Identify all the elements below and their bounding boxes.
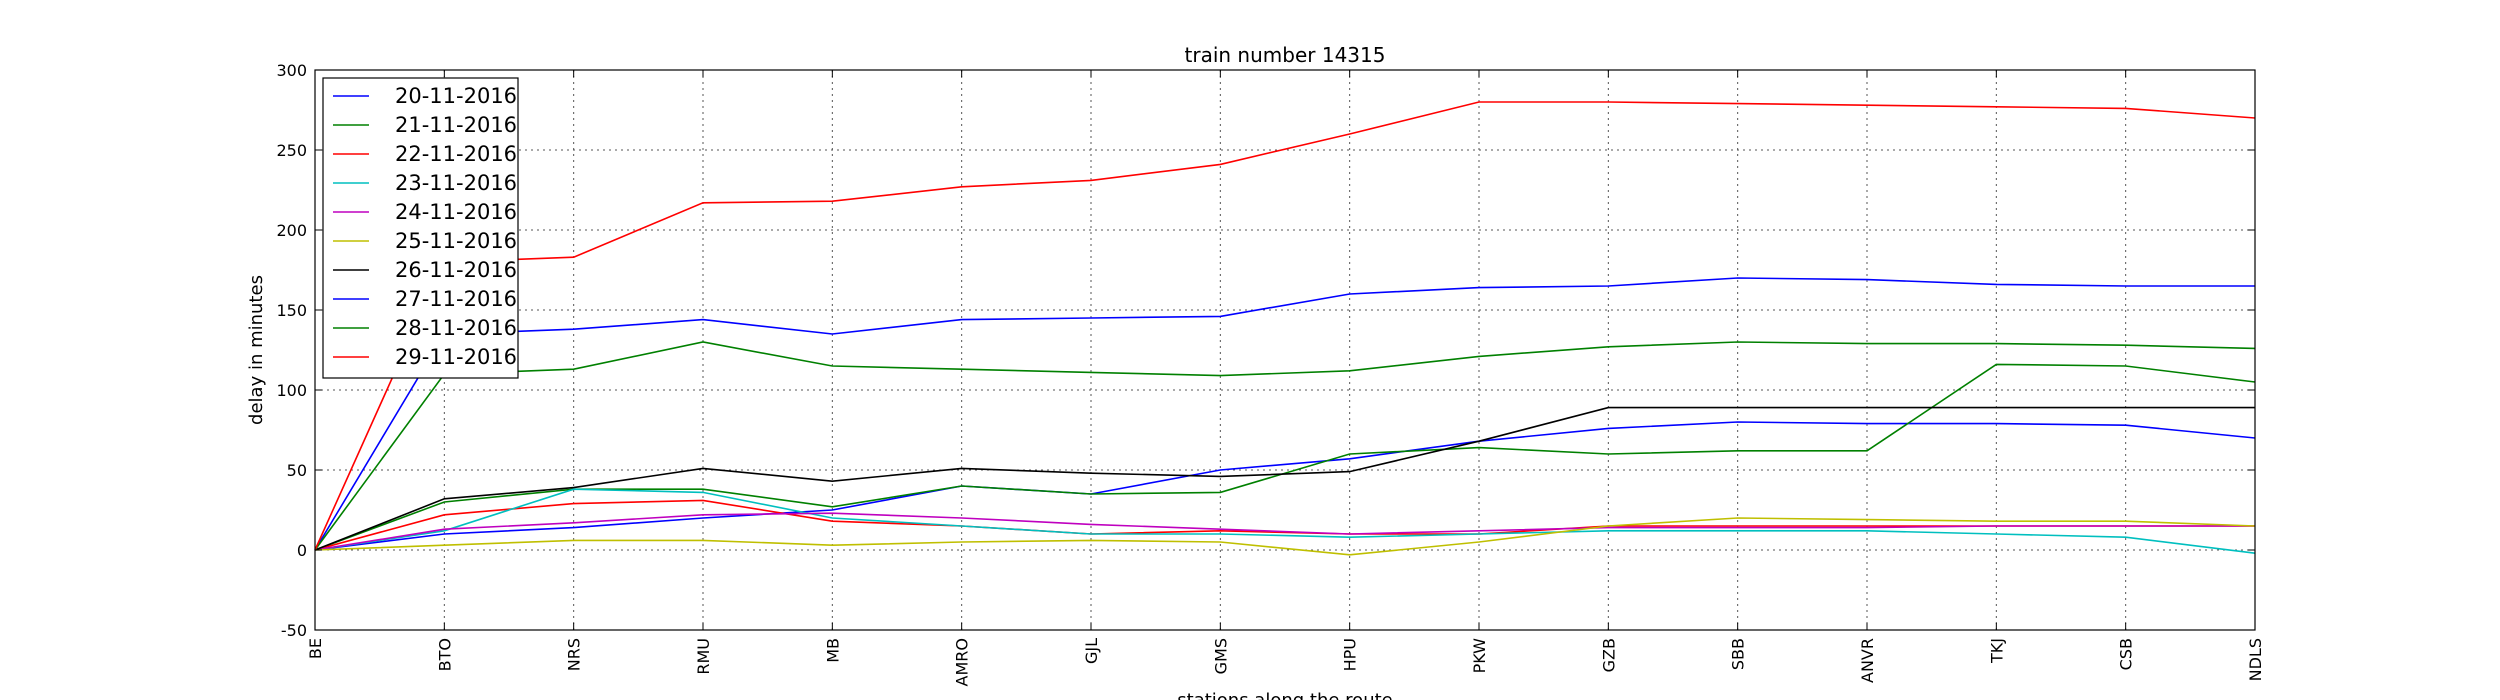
x-tick-label: RMU [694, 638, 713, 675]
x-tick-label: BTO [435, 638, 454, 671]
x-tick-label: NRS [565, 638, 584, 671]
x-tick-label: GMS [1211, 638, 1230, 674]
series-line-28-11-2016 [314, 341, 2256, 551]
x-tick-label: PKW [1470, 638, 1489, 674]
legend-label: 29-11-2016 [395, 345, 517, 369]
legend-label: 22-11-2016 [395, 142, 517, 166]
x-tick-label: BE [306, 638, 325, 659]
legend-label: 24-11-2016 [395, 200, 517, 224]
y-tick-label: 100 [276, 381, 307, 400]
grid [315, 70, 2255, 630]
y-tick-label: 200 [276, 221, 307, 240]
series-line-21-11-2016 [314, 363, 2256, 551]
y-tick-label: 150 [276, 301, 307, 320]
chart-title: train number 14315 [1185, 43, 1386, 67]
legend-label: 23-11-2016 [395, 171, 517, 195]
x-tick-label: CSB [2117, 638, 2136, 670]
y-axis: -50 0 50 100 150 200 250 300 [276, 61, 2255, 640]
series-line-20-11-2016 [314, 421, 2256, 551]
y-tick-label: 0 [297, 541, 307, 560]
series-line-27-11-2016 [314, 277, 2255, 551]
x-tick-label: ANVR [1858, 638, 1877, 683]
series-line-23-11-2016 [314, 488, 2256, 554]
series-line-29-11-2016 [314, 101, 2256, 551]
y-axis-label: delay in minutes [246, 275, 267, 425]
series-line-26-11-2016 [314, 406, 2255, 551]
x-tick-label: AMRO [953, 638, 972, 686]
legend-label: 20-11-2016 [395, 84, 517, 108]
legend-label: 27-11-2016 [395, 287, 517, 311]
x-tick-label: GJL [1082, 638, 1101, 664]
legend-label: 28-11-2016 [395, 316, 517, 340]
y-tick-label: 50 [287, 461, 307, 480]
y-tick-label: 250 [276, 141, 307, 160]
x-axis: BE BTO NRS RMU MB AMRO GJL GMS HPU PKW GZB SBB ANVR T… [306, 70, 2265, 686]
x-tick-label: NDLS [2246, 638, 2265, 681]
legend: 20-11-2016 21-11-2016 22-11-2016 23-11-2016… [322, 77, 519, 379]
legend-label: 26-11-2016 [395, 258, 517, 282]
series-lines [314, 101, 2256, 556]
x-tick-label: TKJ [1987, 638, 2006, 664]
y-tick-label: 300 [276, 61, 307, 80]
x-tick-label: SBB [1729, 638, 1748, 670]
legend-label: 25-11-2016 [395, 229, 517, 253]
x-tick-label: MB [823, 638, 842, 663]
plot-frame [314, 69, 2256, 631]
x-tick-label: HPU [1341, 638, 1360, 671]
y-tick-label: -50 [281, 621, 307, 640]
legend-label: 21-11-2016 [395, 113, 517, 137]
x-tick-label: GZB [1599, 638, 1618, 672]
series-line-25-11-2016 [314, 517, 2256, 556]
x-axis-label: stations along the route [1177, 690, 1392, 700]
series-line-24-11-2016 [314, 512, 2255, 551]
